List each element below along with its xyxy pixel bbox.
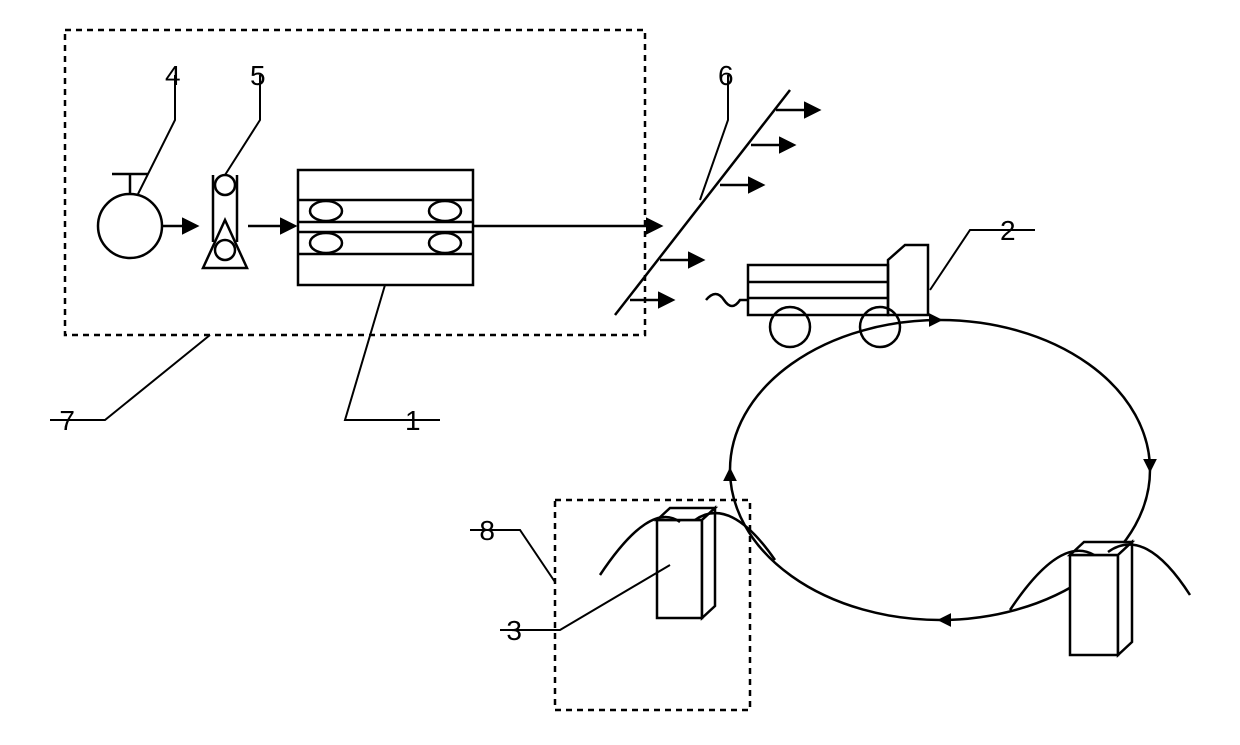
label-leaders xyxy=(50,75,1035,630)
diagram-canvas: 1 2 3 4 5 6 7 8 xyxy=(0,0,1240,745)
dashed-box-8 xyxy=(555,500,750,710)
label-5: 5 xyxy=(250,60,266,91)
label-8: 8 xyxy=(479,515,495,546)
label-7: 7 xyxy=(59,405,75,436)
component-1 xyxy=(298,170,473,285)
truck-2 xyxy=(748,245,928,347)
label-3: 3 xyxy=(506,615,522,646)
component-4 xyxy=(98,174,162,258)
component-5 xyxy=(203,175,247,268)
label-1: 1 xyxy=(405,405,421,436)
connector-to-truck xyxy=(706,294,748,306)
dashed-box-7 xyxy=(65,30,645,335)
diag-output-arrows xyxy=(630,110,818,300)
label-6: 6 xyxy=(718,60,734,91)
label-2: 2 xyxy=(1000,215,1016,246)
label-4: 4 xyxy=(165,60,181,91)
box-3-right xyxy=(1010,542,1190,655)
